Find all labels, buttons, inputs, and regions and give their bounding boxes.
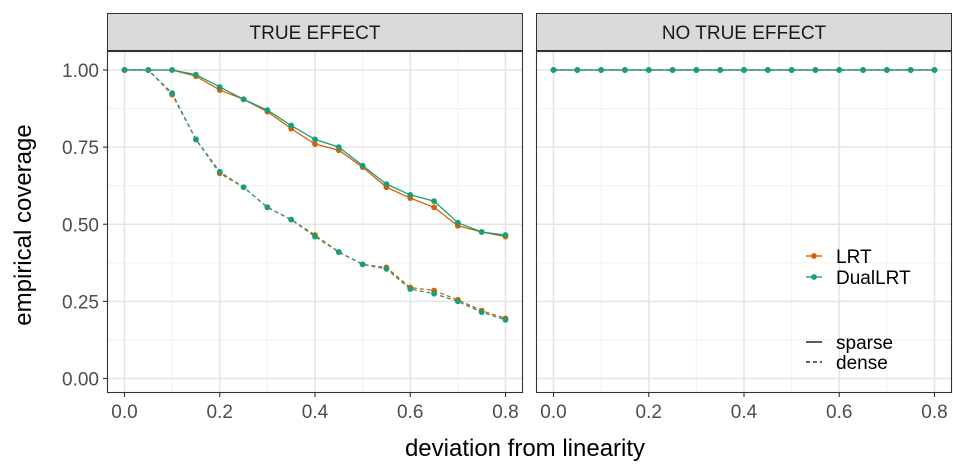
- series-DualLRT-sparse: [121, 67, 509, 238]
- y-axis-title: empirical coverage: [10, 124, 37, 325]
- data-point: [240, 96, 247, 103]
- data-point: [478, 309, 485, 316]
- y-tick-label: 0.75: [62, 138, 99, 159]
- data-point: [502, 316, 509, 323]
- x-tick-label: 0.0: [111, 402, 137, 423]
- series-DualLRT-dense: [121, 67, 509, 323]
- data-point: [431, 290, 437, 297]
- data-point: [359, 162, 366, 169]
- data-point: [407, 286, 414, 292]
- data-point: [383, 266, 390, 272]
- data-point: [383, 181, 390, 188]
- facet-panel-1: NO TRUE EFFECT: [535, 13, 953, 394]
- facet-strip: [536, 13, 952, 51]
- data-point: [622, 67, 628, 73]
- y-tick-label: 0.00: [62, 370, 99, 391]
- data-point: [407, 192, 414, 198]
- x-tick-label: 0.8: [492, 402, 518, 423]
- legend-label: sparse: [836, 333, 893, 354]
- data-point: [931, 67, 938, 73]
- y-tick-label: 0.50: [62, 215, 99, 236]
- data-point: [812, 67, 819, 73]
- data-point: [574, 67, 581, 73]
- legend-key-point: [811, 253, 817, 259]
- x-tick-label: 0.4: [731, 402, 758, 423]
- data-point: [312, 233, 318, 240]
- data-point: [264, 107, 271, 114]
- data-point: [216, 84, 223, 90]
- legend-label: LRT: [836, 247, 872, 268]
- y-axis: 0.00 0.25 0.50 0.75 1.00: [62, 61, 107, 391]
- data-point: [454, 298, 461, 305]
- data-point: [312, 136, 318, 143]
- panels-layer: TRUE EFFECT NO TRUE EFFECT: [106, 13, 953, 394]
- data-point: [431, 204, 437, 211]
- legend-item-sparse: sparse: [806, 333, 893, 354]
- data-point: [454, 219, 461, 226]
- data-point: [669, 67, 676, 73]
- data-point: [883, 67, 890, 73]
- data-point: [502, 232, 509, 238]
- series-DualLRT-dense: [550, 67, 938, 73]
- panel-border: [535, 50, 953, 394]
- legend-key-point: [811, 274, 817, 280]
- x-tick-label: 0.2: [636, 402, 662, 423]
- x-axis: 0.0 0.2 0.4 0.6 0.8 0.0 0.2 0.4 0.6 0.8: [111, 393, 948, 423]
- data-point: [216, 168, 223, 175]
- data-point: [193, 71, 199, 78]
- legend-label: DualLRT: [836, 268, 911, 289]
- data-point: [335, 144, 342, 151]
- series-line: [124, 69, 506, 321]
- data-point: [288, 216, 295, 223]
- data-point: [860, 67, 866, 73]
- data-point: [598, 67, 605, 73]
- data-point: [288, 122, 295, 129]
- data-point: [741, 67, 747, 73]
- data-point: [359, 261, 366, 268]
- x-tick-label: 0.8: [921, 402, 947, 423]
- data-point: [478, 229, 485, 235]
- legend-label: dense: [836, 353, 888, 374]
- data-point: [717, 67, 724, 73]
- data-point: [645, 67, 652, 73]
- x-tick-label: 0.6: [397, 402, 423, 423]
- x-tick-label: 0.6: [826, 402, 852, 423]
- data-point: [193, 136, 199, 143]
- data-point: [169, 67, 176, 73]
- data-point: [907, 67, 914, 73]
- data-point: [145, 67, 152, 73]
- legend-item-DualLRT: DualLRT: [806, 268, 911, 289]
- data-point: [693, 67, 700, 73]
- data-point: [788, 67, 795, 73]
- y-tick-label: 0.25: [62, 292, 99, 313]
- x-axis-title: deviation from linearity: [405, 435, 645, 462]
- facet-strip-label: NO TRUE EFFECT: [662, 23, 827, 44]
- data-point: [431, 198, 437, 205]
- data-point: [169, 90, 176, 97]
- data-point: [121, 67, 128, 73]
- data-point: [335, 249, 342, 255]
- facet-strip-label: TRUE EFFECT: [250, 23, 381, 44]
- y-tick-label: 1.00: [62, 61, 99, 82]
- data-point: [550, 67, 557, 73]
- facet-strip: [107, 13, 523, 51]
- legend-item-dense: dense: [806, 353, 888, 374]
- x-tick-label: 0.0: [540, 402, 566, 423]
- data-point: [264, 204, 271, 211]
- data-point: [312, 141, 318, 147]
- data-point: [240, 184, 247, 191]
- x-tick-label: 0.4: [302, 402, 329, 423]
- facet-panel-0: TRUE EFFECT: [106, 13, 524, 394]
- data-point: [764, 67, 771, 73]
- x-tick-label: 0.2: [207, 402, 233, 423]
- legend-item-LRT: LRT: [806, 247, 872, 268]
- panel-border: [106, 50, 524, 394]
- data-point: [836, 67, 843, 73]
